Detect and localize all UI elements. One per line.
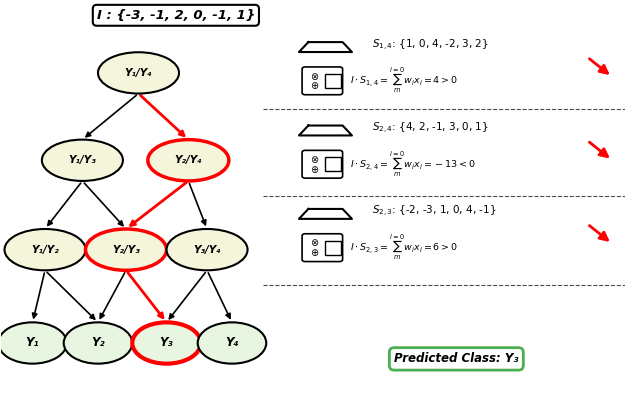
Text: Y₂/Y₃: Y₂/Y₃ [112,245,140,255]
Text: Y₁/Y₃: Y₁/Y₃ [68,155,96,165]
Ellipse shape [98,52,179,94]
Text: Y₂/Y₄: Y₂/Y₄ [175,155,202,165]
Text: $S_{2,3}$: {-2, -3, 1, 0, 4, -1}: $S_{2,3}$: {-2, -3, 1, 0, 4, -1} [372,204,496,220]
Text: Predicted Class: Y₃: Predicted Class: Y₃ [394,352,518,365]
Ellipse shape [0,322,67,364]
Text: Y₄: Y₄ [225,336,239,350]
FancyBboxPatch shape [326,240,341,255]
Text: Y₁/Y₄: Y₁/Y₄ [125,68,152,78]
Text: $\otimes$: $\otimes$ [310,237,319,248]
Text: $\oplus$: $\oplus$ [310,80,319,91]
Text: Y₁/Y₂: Y₁/Y₂ [31,245,59,255]
Text: Y₃/Y₄: Y₃/Y₄ [193,245,221,255]
Ellipse shape [42,140,123,181]
Text: $\oplus$: $\oplus$ [310,164,319,174]
Text: I : {-3, -1, 2, 0, -1, 1}: I : {-3, -1, 2, 0, -1, 1} [97,9,255,22]
FancyBboxPatch shape [302,234,342,262]
Text: $\otimes$: $\otimes$ [310,70,319,82]
Ellipse shape [198,322,266,364]
Text: $S_{1,4}$: {1, 0, 4, -2, 3, 2}: $S_{1,4}$: {1, 0, 4, -2, 3, 2} [372,38,489,53]
Text: $I \cdot S_{2,3} = \sum_{m}^{i=0} w_i x_i = 6 > 0$: $I \cdot S_{2,3} = \sum_{m}^{i=0} w_i x_… [351,233,458,262]
Text: $S_{2,4}$: {4, 2, -1, 3, 0, 1}: $S_{2,4}$: {4, 2, -1, 3, 0, 1} [372,121,489,136]
Ellipse shape [86,229,167,270]
Ellipse shape [132,322,201,364]
Text: $\oplus$: $\oplus$ [310,247,319,258]
Ellipse shape [64,322,132,364]
Text: Y₃: Y₃ [160,336,173,350]
Text: $I \cdot S_{1,4} = \sum_{m}^{i=0} w_i x_i = 4 > 0$: $I \cdot S_{1,4} = \sum_{m}^{i=0} w_i x_… [351,66,458,96]
Text: $\otimes$: $\otimes$ [310,154,319,165]
Text: Y₁: Y₁ [26,336,39,350]
Text: $I \cdot S_{2,4} = \sum_{m}^{i=0} w_i x_i = -13 < 0$: $I \cdot S_{2,4} = \sum_{m}^{i=0} w_i x_… [351,150,476,179]
FancyBboxPatch shape [302,150,342,178]
FancyBboxPatch shape [302,67,342,95]
FancyBboxPatch shape [326,74,341,88]
Ellipse shape [4,229,86,270]
Text: Y₂: Y₂ [91,336,105,350]
Ellipse shape [167,229,247,270]
Ellipse shape [148,140,229,181]
FancyBboxPatch shape [326,157,341,171]
